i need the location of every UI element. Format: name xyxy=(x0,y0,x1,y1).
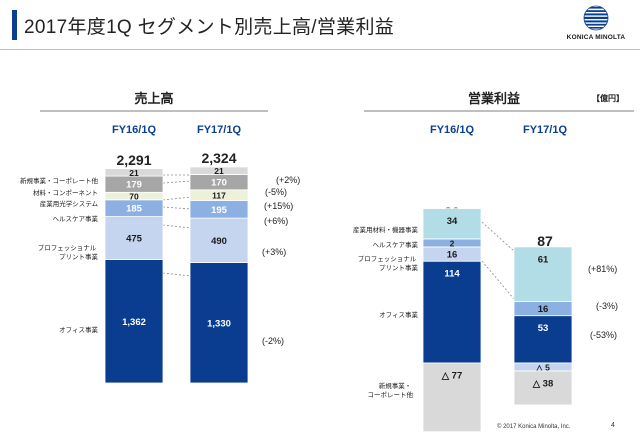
sales-value-new-business-0: 21 xyxy=(129,168,139,178)
sales-value-materials-0: 179 xyxy=(126,180,142,191)
sales-series-label-industrial-optics: 産業用光学システム xyxy=(40,199,99,208)
sales-bar-new-business-1 xyxy=(189,166,249,175)
sales-category-fy17: FY17/1Q xyxy=(197,124,241,136)
profit-value-industrial-materials-0: 34 xyxy=(447,216,458,227)
profit-value-office-0: 114 xyxy=(444,269,460,280)
profit-bar-office-1 xyxy=(513,315,573,364)
profit-category-fy17: FY17/1Q xyxy=(523,124,567,136)
sales-bar-office-0 xyxy=(104,259,164,384)
page-number: 4 xyxy=(611,422,615,429)
slide-title: 2017年度1Q セグメント別売上高/営業利益 xyxy=(24,17,395,38)
profit-connector-lines xyxy=(481,221,515,300)
sales-value-industrial-optics-0: 70 xyxy=(129,192,139,202)
profit-change-office: (-53%) xyxy=(590,330,617,340)
sales-value-office-0: 1,362 xyxy=(122,317,146,328)
profit-value-office-1: 53 xyxy=(538,323,549,334)
profit-total-fy17: 87 xyxy=(537,233,553,249)
sales-total-fy16: 2,291 xyxy=(116,152,151,168)
sales-value-office-1: 1,330 xyxy=(207,318,231,329)
sales-bar-new-business-0 xyxy=(104,168,164,177)
profit-value-professional-print-1: △ 5 xyxy=(535,363,550,373)
profit-value-healthcare-1: 16 xyxy=(538,304,549,315)
profit-bar-new-business-0 xyxy=(422,362,482,433)
profit-change-healthcare: (-3%) xyxy=(596,301,618,311)
sales-value-professional-print-0: 475 xyxy=(126,234,143,245)
profit-series-label-office: オフィス事業 xyxy=(379,310,418,319)
logo-text: KONICA MINOLTA xyxy=(566,34,626,41)
title-accent-bar xyxy=(12,10,17,40)
profit-bar-office-0 xyxy=(422,260,482,364)
profit-value-new-business-1: △ 38 xyxy=(532,379,554,390)
sales-change-materials: (-5%) xyxy=(265,187,287,197)
profit-value-professional-print-0: 16 xyxy=(447,250,458,261)
sales-total-fy17: 2,324 xyxy=(201,150,236,166)
sales-value-healthcare-0: 185 xyxy=(126,204,143,215)
sales-series-label-materials: 材料・コンポーネント xyxy=(33,188,98,197)
sales-category-fy16: FY16/1Q xyxy=(112,124,156,136)
sales-series-label-healthcare: ヘルスケア事業 xyxy=(53,214,99,223)
sales-change-professional-print: (+3%) xyxy=(262,247,286,257)
sales-value-professional-print-1: 490 xyxy=(211,236,227,247)
profit-bar-new-business-1 xyxy=(513,370,573,406)
sales-change-industrial-optics: (+15%) xyxy=(264,201,293,211)
profit-value-industrial-materials-1: 61 xyxy=(538,254,549,265)
profit-series-label-new-business: 新規事業・ コーポレート他 xyxy=(368,381,414,399)
profit-series-label-professional-print: プロフェッショナル プリント事業 xyxy=(358,255,419,272)
logo-sphere-icon xyxy=(583,5,609,31)
sales-value-healthcare-1: 195 xyxy=(211,205,228,216)
sales-change-office: (-2%) xyxy=(262,336,284,346)
sales-change-new-business: (+2%) xyxy=(276,175,300,185)
sales-bar-professional-print-0 xyxy=(104,216,164,261)
sales-series-label-new-business: 新規事業・コーポレート他 xyxy=(20,176,99,185)
header-divider xyxy=(0,49,640,50)
chart-title-profit: 営業利益 xyxy=(468,91,520,106)
profit-series-label-healthcare: ヘルスケア事業 xyxy=(373,240,419,249)
copyright-text: © 2017 Konica Minolta, Inc. xyxy=(497,424,571,430)
profit-value-new-business-0: △ 77 xyxy=(441,371,463,382)
sales-connector-lines xyxy=(162,174,192,277)
sales-value-industrial-optics-1: 117 xyxy=(212,191,226,201)
sales-value-materials-1: 170 xyxy=(211,178,227,189)
sales-value-new-business-1: 21 xyxy=(214,166,224,176)
sales-series-label-professional-print: プロフェッショナル プリント事業 xyxy=(38,244,99,261)
profit-series-label-industrial: 産業用材料・機器事業 xyxy=(353,225,419,234)
company-logo: KONICA MINOLTA xyxy=(560,4,632,48)
profit-bar-industrial-materials-0 xyxy=(422,208,482,240)
profit-bars: 114 16 2 34 △ 77 53 △ 5 16 61 △ 38 xyxy=(422,208,573,433)
slide-header: 2017年度1Q セグメント別売上高/営業利益 KONICA MINOLTA xyxy=(0,0,640,48)
unit-label: 【億円】 xyxy=(592,93,624,103)
profit-change-industrial: (+81%) xyxy=(588,264,617,274)
sales-change-healthcare: (+6%) xyxy=(264,216,288,226)
profit-category-fy16: FY16/1Q xyxy=(430,124,474,136)
chart-title-sales: 売上高 xyxy=(134,91,173,106)
sales-bar-professional-print-1 xyxy=(189,217,249,263)
sales-series-label-office: オフィス事業 xyxy=(59,325,98,334)
sales-bar-office-1 xyxy=(189,262,249,384)
profit-bar-industrial-materials-1 xyxy=(513,246,573,302)
profit-value-healthcare-0: 2 xyxy=(450,238,455,248)
